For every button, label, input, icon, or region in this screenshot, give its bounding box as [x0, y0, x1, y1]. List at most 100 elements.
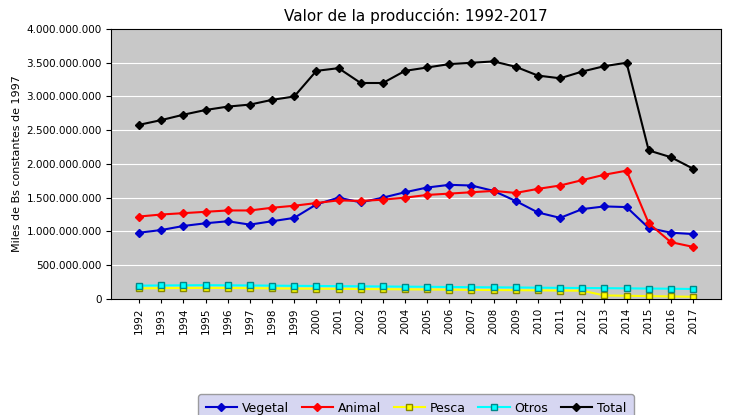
Line: Animal: Animal	[137, 168, 695, 250]
Vegetal	[445, 182, 454, 187]
Animal	[511, 190, 520, 195]
Animal	[224, 208, 233, 213]
Otros	[201, 283, 210, 288]
Animal	[423, 193, 432, 198]
Otros	[556, 286, 565, 290]
Total	[467, 60, 476, 65]
Total	[134, 122, 143, 127]
Animal	[378, 197, 387, 202]
Animal	[666, 239, 675, 244]
Pesca	[334, 286, 343, 291]
Pesca	[467, 288, 476, 293]
Total	[267, 98, 276, 103]
Title: Valor de la producción: 1992-2017: Valor de la producción: 1992-2017	[285, 8, 548, 24]
Total	[533, 73, 542, 78]
Total	[622, 60, 631, 65]
Vegetal	[578, 207, 587, 212]
Pesca	[600, 293, 609, 298]
Vegetal	[556, 215, 565, 220]
Animal	[290, 203, 299, 208]
Vegetal	[356, 200, 365, 205]
Vegetal	[179, 223, 188, 228]
Pesca	[201, 286, 210, 290]
Pesca	[578, 288, 587, 293]
Total	[400, 68, 409, 73]
Vegetal	[467, 183, 476, 188]
Total	[511, 64, 520, 69]
Otros	[600, 286, 609, 290]
Total	[689, 166, 698, 171]
Otros	[423, 284, 432, 289]
Total	[334, 66, 343, 71]
Y-axis label: Miles de Bs constantes de 1997: Miles de Bs constantes de 1997	[12, 76, 22, 252]
Otros	[666, 286, 675, 291]
Total	[356, 81, 365, 85]
Total	[666, 155, 675, 160]
Animal	[201, 209, 210, 214]
Pesca	[666, 294, 675, 299]
Vegetal	[134, 230, 143, 235]
Vegetal	[600, 204, 609, 209]
Vegetal	[245, 222, 254, 227]
Line: Otros: Otros	[137, 282, 695, 292]
Pesca	[533, 288, 542, 293]
Vegetal	[489, 188, 498, 193]
Otros	[224, 283, 233, 288]
Pesca	[267, 286, 276, 291]
Pesca	[511, 288, 520, 293]
Vegetal	[334, 195, 343, 200]
Total	[423, 65, 432, 70]
Otros	[378, 284, 387, 289]
Total	[556, 76, 565, 81]
Animal	[644, 221, 653, 226]
Vegetal	[201, 221, 210, 226]
Pesca	[157, 286, 166, 290]
Line: Vegetal: Vegetal	[137, 182, 695, 237]
Animal	[400, 195, 409, 200]
Vegetal	[511, 198, 520, 203]
Pesca	[445, 287, 454, 292]
Otros	[400, 284, 409, 289]
Animal	[356, 198, 365, 203]
Otros	[179, 283, 188, 288]
Otros	[157, 283, 166, 288]
Total	[224, 104, 233, 109]
Total	[600, 63, 609, 68]
Animal	[334, 198, 343, 203]
Otros	[134, 283, 143, 288]
Animal	[578, 178, 587, 183]
Animal	[622, 168, 631, 173]
Animal	[467, 190, 476, 195]
Animal	[445, 191, 454, 196]
Otros	[489, 285, 498, 290]
Vegetal	[423, 185, 432, 190]
Vegetal	[533, 210, 542, 215]
Animal	[157, 212, 166, 217]
Pesca	[423, 287, 432, 292]
Total	[290, 94, 299, 99]
Otros	[578, 286, 587, 290]
Total	[201, 107, 210, 112]
Pesca	[689, 294, 698, 299]
Vegetal	[312, 202, 321, 207]
Animal	[179, 211, 188, 216]
Pesca	[179, 286, 188, 290]
Otros	[689, 286, 698, 291]
Otros	[334, 283, 343, 288]
Pesca	[245, 286, 254, 290]
Otros	[445, 285, 454, 290]
Total	[245, 102, 254, 107]
Otros	[267, 283, 276, 288]
Otros	[511, 285, 520, 290]
Pesca	[290, 286, 299, 291]
Otros	[533, 285, 542, 290]
Otros	[356, 284, 365, 289]
Vegetal	[644, 225, 653, 230]
Otros	[290, 283, 299, 288]
Total	[489, 59, 498, 64]
Otros	[312, 283, 321, 288]
Legend: Vegetal, Animal, Pesca, Otros, Total: Vegetal, Animal, Pesca, Otros, Total	[198, 394, 634, 415]
Pesca	[224, 286, 233, 290]
Animal	[489, 188, 498, 193]
Vegetal	[267, 219, 276, 224]
